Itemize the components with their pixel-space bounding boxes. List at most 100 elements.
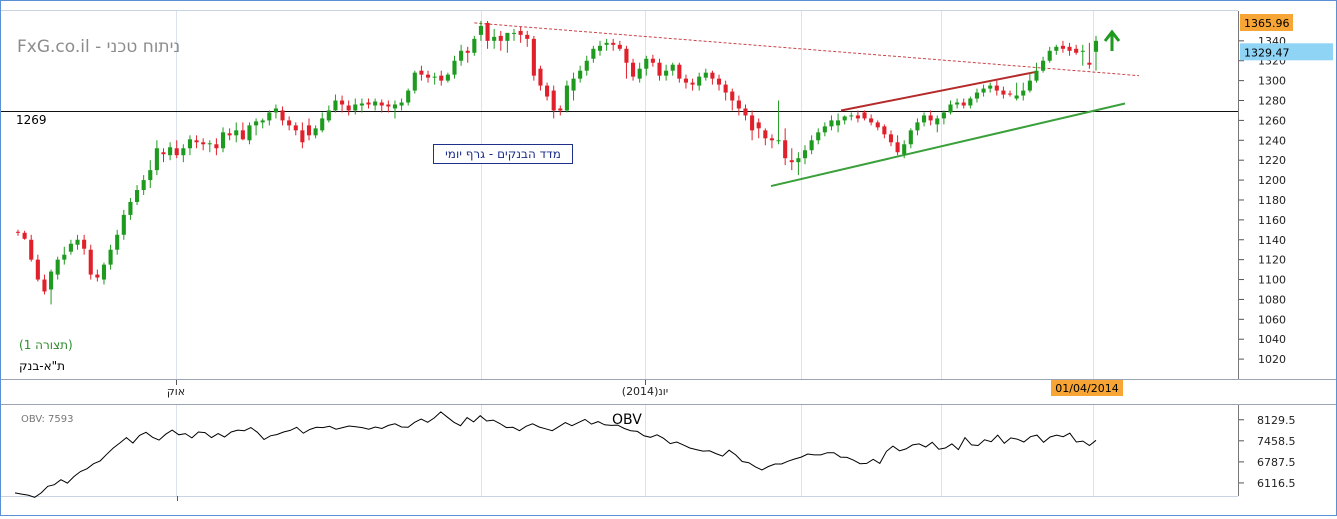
- candle-body: [723, 84, 728, 93]
- candle-body: [62, 254, 67, 260]
- obv-tick-label: 6116.5: [1257, 477, 1296, 490]
- candle-body: [664, 70, 669, 76]
- price-tick-label: 1180: [1258, 194, 1286, 207]
- candle-body: [399, 102, 404, 106]
- candle-body: [677, 64, 682, 79]
- candle-body: [564, 85, 569, 111]
- last-price-box: [1240, 43, 1333, 61]
- level-label: 1269: [16, 113, 47, 127]
- candle-body: [988, 85, 993, 89]
- candle-body: [836, 120, 841, 126]
- candle-body: [955, 102, 960, 105]
- candle-body: [769, 138, 774, 141]
- candle-body: [201, 142, 206, 145]
- variant-label: (תצורה 1): [19, 338, 73, 352]
- candle-body: [802, 150, 808, 159]
- candle-body: [1041, 60, 1046, 71]
- symbol-label: ת"א-בנק: [19, 359, 66, 373]
- candle-body: [439, 75, 444, 81]
- date-marker-box: [1051, 380, 1123, 396]
- candle-body: [326, 110, 331, 121]
- candle-body: [29, 239, 34, 260]
- candle-body: [862, 112, 867, 119]
- candle-body: [750, 115, 755, 131]
- candle-body: [68, 243, 73, 252]
- candlestick-series: [15, 20, 1099, 305]
- candle-body: [42, 279, 47, 292]
- candle-body: [895, 142, 900, 153]
- candle-body: [756, 122, 761, 129]
- candle-body: [736, 100, 741, 109]
- candle-body: [763, 130, 768, 139]
- candle-body: [154, 148, 159, 171]
- candle-body: [128, 201, 133, 215]
- candle-body: [611, 42, 616, 45]
- candle-body: [340, 100, 345, 105]
- candle-body: [1087, 62, 1092, 65]
- candle-body: [994, 85, 999, 91]
- dashed-trendline: [474, 22, 1140, 77]
- candle-body: [432, 76, 437, 78]
- candle-body: [359, 103, 364, 106]
- support-line: [770, 102, 1126, 188]
- candle-body: [888, 134, 894, 143]
- candle-body: [743, 108, 748, 116]
- price-tick-label: 1120: [1258, 254, 1286, 267]
- obv-tick-label: 6787.5: [1257, 456, 1296, 469]
- candle-body: [168, 147, 173, 156]
- candle-body: [161, 152, 166, 155]
- candle-body: [247, 125, 252, 141]
- candle-body: [220, 132, 226, 149]
- price-tick-label: 1220: [1258, 154, 1286, 167]
- candle-body: [174, 148, 179, 156]
- candle-body: [373, 101, 378, 106]
- candle-body: [300, 130, 305, 143]
- candle-body: [148, 170, 153, 181]
- candle-body: [842, 116, 847, 121]
- candle-body: [690, 82, 695, 85]
- time-axis: אוק יונ(2014): [167, 380, 668, 501]
- price-tick-label: 1200: [1258, 174, 1286, 187]
- price-tick-label: 1140: [1258, 234, 1286, 247]
- candle-body: [849, 115, 854, 117]
- candle-body: [869, 118, 874, 123]
- candle-body: [961, 102, 966, 106]
- candle-body: [1047, 50, 1052, 61]
- candle-body: [796, 158, 801, 163]
- candle-body: [320, 118, 325, 131]
- price-markers: 1365.96 1329.47 01/04/2014: [1051, 14, 1333, 396]
- high-price-box: [1240, 14, 1293, 31]
- candle-body: [657, 62, 662, 76]
- candle-body: [15, 231, 21, 233]
- candle-body: [974, 92, 980, 99]
- candle-body: [703, 72, 708, 78]
- price-tick-label: 1300: [1258, 75, 1286, 88]
- candle-body: [115, 234, 120, 250]
- candle-body: [181, 148, 186, 156]
- candle-body: [35, 259, 40, 280]
- candle-body: [22, 232, 27, 239]
- obv-line: [14, 411, 1097, 498]
- candle-body: [472, 38, 477, 53]
- candle-body: [214, 144, 219, 149]
- candle-body: [697, 76, 702, 86]
- candle-body: [597, 45, 603, 51]
- candle-body: [313, 128, 318, 136]
- candle-body: [478, 25, 483, 35]
- candle-body: [855, 115, 860, 119]
- candle-body: [644, 58, 649, 69]
- candle-body: [710, 72, 715, 79]
- candle-body: [254, 121, 259, 126]
- candle-body: [366, 102, 371, 105]
- candle-body: [293, 125, 298, 131]
- candle-body: [968, 98, 973, 106]
- candle-body: [921, 115, 927, 123]
- date-marker-label: 01/04/2014: [1055, 382, 1118, 395]
- candle-body: [941, 112, 946, 119]
- candle-body: [273, 108, 278, 113]
- last-price-label: 1329.47: [1244, 46, 1290, 59]
- candle-body: [1060, 45, 1065, 49]
- candle-body: [518, 30, 523, 35]
